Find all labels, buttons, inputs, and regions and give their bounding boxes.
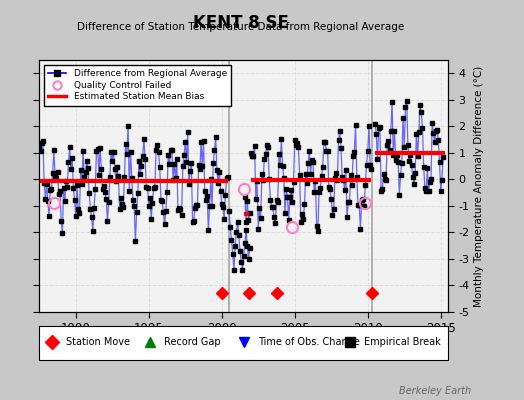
- Text: Time of Obs. Change: Time of Obs. Change: [258, 337, 360, 347]
- Text: Difference of Station Temperature Data from Regional Average: Difference of Station Temperature Data f…: [78, 22, 405, 32]
- Text: Empirical Break: Empirical Break: [364, 337, 441, 347]
- Y-axis label: Monthly Temperature Anomaly Difference (°C): Monthly Temperature Anomaly Difference (…: [474, 65, 484, 307]
- Text: Station Move: Station Move: [66, 337, 130, 347]
- Text: KENT 8 SE: KENT 8 SE: [193, 14, 289, 32]
- Text: Record Gap: Record Gap: [164, 337, 221, 347]
- Text: Berkeley Earth: Berkeley Earth: [399, 386, 472, 396]
- Legend: Difference from Regional Average, Quality Control Failed, Estimated Station Mean: Difference from Regional Average, Qualit…: [44, 64, 232, 106]
